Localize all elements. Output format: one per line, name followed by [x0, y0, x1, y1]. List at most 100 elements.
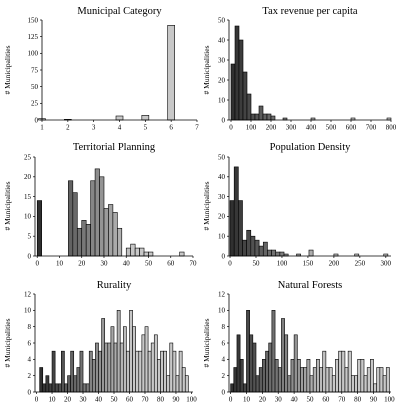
- bar: [67, 375, 71, 393]
- bar: [234, 25, 240, 121]
- x-tick-label: 0: [228, 260, 232, 268]
- bar: [167, 25, 175, 121]
- bar: [36, 200, 42, 257]
- bar: [48, 383, 53, 393]
- y-tick-label: 6: [222, 339, 226, 347]
- bar: [338, 350, 343, 393]
- x-tick-label: 40: [291, 396, 299, 404]
- y-tick-label: 8: [28, 323, 32, 331]
- bar: [107, 342, 112, 393]
- y-tick-label: 0: [28, 388, 32, 396]
- bar: [242, 239, 247, 257]
- bar: [175, 375, 180, 393]
- bar: [379, 367, 384, 393]
- bar: [122, 326, 127, 393]
- panel-title: Population Density: [270, 142, 352, 153]
- bar: [385, 367, 390, 393]
- bar: [39, 367, 44, 393]
- bar: [141, 115, 150, 121]
- bar: [116, 310, 121, 393]
- bar: [113, 342, 118, 393]
- y-tick-label: 0: [35, 116, 39, 124]
- bar: [144, 326, 149, 393]
- x-tick-label: 70: [190, 260, 198, 268]
- y-tick-label: 40: [218, 36, 226, 44]
- bar: [125, 247, 131, 257]
- y-tick-label: 10: [218, 307, 226, 315]
- bar: [230, 63, 236, 121]
- bar: [76, 227, 83, 257]
- y-tick-label: 4: [28, 356, 32, 364]
- y-tick-label: 12: [218, 290, 226, 298]
- bar: [341, 350, 346, 393]
- panel-territorial-planning: Territorial Planning # Municipalities 0 5…: [3, 142, 197, 268]
- bars: [229, 166, 389, 257]
- y-tick-label: 2: [28, 372, 32, 380]
- bars: [230, 310, 390, 393]
- bar: [126, 350, 130, 393]
- bars: [39, 310, 189, 393]
- bar: [262, 359, 266, 393]
- x-tick-label: 6: [169, 124, 173, 132]
- panel-tax-revenue-per-capita: Tax revenue per capita # Municipalities …: [202, 6, 397, 132]
- bar: [68, 180, 74, 257]
- bar: [268, 342, 273, 393]
- bar: [258, 105, 264, 121]
- y-tick-label: 0: [28, 252, 32, 260]
- x-tick-label: 20: [78, 260, 86, 268]
- bar: [76, 367, 81, 393]
- y-tick-label: 20: [24, 173, 32, 181]
- bar: [252, 342, 257, 393]
- y-axis-label: # Municipalities: [202, 318, 211, 367]
- bar: [287, 375, 292, 393]
- bar: [316, 359, 320, 393]
- x-tick-label: 10: [49, 396, 57, 404]
- y-tick-label: 10: [218, 233, 226, 241]
- y-tick-label: 20: [218, 76, 226, 84]
- bar: [271, 249, 277, 257]
- x-tick-label: 1: [40, 124, 44, 132]
- bar: [135, 350, 140, 393]
- panel-rurality: Rurality # Municipalities 0 2 4 6 8 10 12 0 10 20…: [3, 280, 197, 404]
- y-tick-label: 50: [31, 83, 39, 91]
- panel-title: Rurality: [97, 280, 132, 291]
- x-tick-label: 30: [100, 260, 108, 268]
- x-tick-label: 50: [111, 396, 119, 404]
- x-tick-label: 500: [326, 124, 337, 132]
- x-tick-label: 600: [346, 124, 357, 132]
- y-tick-label: 125: [28, 33, 39, 41]
- bar: [141, 334, 146, 393]
- y-tick-label: 20: [218, 213, 226, 221]
- bar: [132, 326, 136, 393]
- y-tick-label: 12: [24, 290, 32, 298]
- bar: [262, 113, 268, 121]
- bar: [254, 239, 260, 257]
- x-tick-label: 150: [303, 260, 314, 268]
- bar: [148, 251, 154, 257]
- x-tick-label: 40: [123, 260, 131, 268]
- x-tick-label: 90: [172, 396, 180, 404]
- x-tick-label: 80: [157, 396, 165, 404]
- bar: [85, 383, 90, 393]
- bar: [254, 113, 260, 121]
- bar: [88, 350, 93, 393]
- bar: [322, 350, 327, 393]
- bar: [246, 229, 252, 257]
- x-tick-label: 5: [144, 124, 148, 132]
- y-tick-label: 50: [218, 16, 226, 24]
- bar: [250, 235, 256, 257]
- x-tick-label: 200: [266, 124, 277, 132]
- x-tick-label: 400: [306, 124, 317, 132]
- x-tick-label: 90: [370, 396, 378, 404]
- x-tick-label: 80: [354, 396, 362, 404]
- x-tick-label: 300: [381, 260, 392, 268]
- bar: [70, 350, 75, 393]
- x-tick-label: 50: [145, 260, 153, 268]
- x-tick-label: 3: [92, 124, 96, 132]
- x-tick-label: 0: [229, 396, 233, 404]
- bar: [166, 375, 171, 393]
- y-tick-label: 30: [218, 56, 226, 64]
- y-axis-label: # Municipalities: [3, 181, 12, 230]
- bars: [230, 25, 392, 121]
- bar: [233, 166, 239, 257]
